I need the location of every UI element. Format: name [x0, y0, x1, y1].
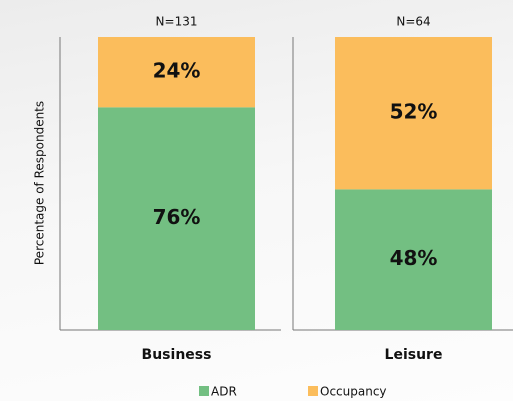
legend-label: ADR	[211, 385, 237, 399]
legend-swatch	[199, 386, 209, 396]
data-label: 48%	[390, 246, 438, 270]
x-tick-label: Leisure	[385, 347, 443, 363]
data-label: 24%	[153, 59, 201, 83]
data-label: 52%	[390, 100, 438, 124]
annotation: N=131	[156, 15, 198, 29]
x-tick-label: Business	[142, 347, 212, 363]
bar-segment	[98, 37, 255, 108]
bar-segment	[98, 107, 255, 330]
y-axis-label: Percentage of Respondents	[33, 101, 47, 265]
legend-swatch	[308, 386, 318, 396]
legend-label: Occupancy	[320, 385, 387, 399]
bar-segment	[335, 37, 492, 190]
annotation: N=64	[396, 15, 430, 29]
data-label: 76%	[153, 205, 201, 229]
bar-segment	[335, 189, 492, 330]
